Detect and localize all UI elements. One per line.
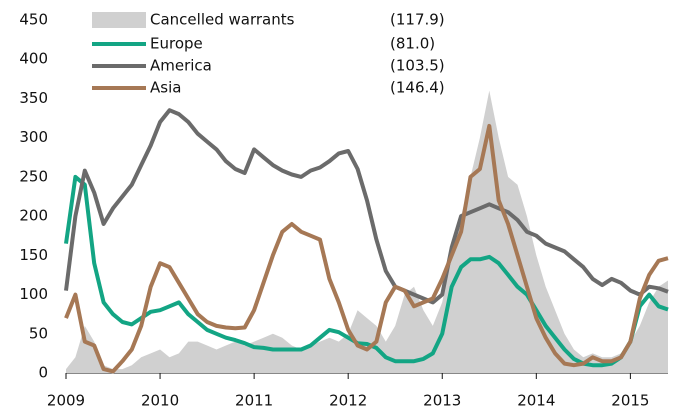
y-tick-label: 150 — [19, 246, 48, 264]
y-tick-label: 100 — [19, 285, 48, 303]
y-tick-label: 450 — [19, 11, 48, 29]
y-tick-label: 250 — [19, 167, 48, 185]
y-tick-label: 200 — [19, 207, 48, 225]
x-tick-label: 2011 — [235, 392, 273, 410]
legend-label: Cancelled warrants — [150, 11, 295, 29]
legend-value: (117.9) — [390, 11, 445, 29]
legend-value: (81.0) — [390, 35, 435, 53]
y-tick-label: 300 — [19, 128, 48, 146]
y-tick-label: 50 — [29, 324, 48, 342]
legend-value: (146.4) — [390, 79, 445, 97]
legend-swatch — [92, 12, 146, 28]
legend-label: Europe — [150, 35, 203, 53]
x-tick-label: 2012 — [329, 392, 367, 410]
x-tick-label: 2009 — [47, 392, 85, 410]
line — [64, 108, 669, 305]
legend-value: (103.5) — [390, 57, 445, 75]
area — [66, 90, 668, 373]
y-tick-label: 350 — [19, 89, 48, 107]
line — [64, 123, 669, 374]
legend-label: America — [150, 57, 212, 75]
x-tick-label: 2010 — [141, 392, 179, 410]
y-tick-label: 400 — [19, 50, 48, 68]
x-tick-label: 2014 — [517, 392, 555, 410]
line — [64, 174, 669, 368]
x-tick-label: 2015 — [611, 392, 649, 410]
y-tick-label: 0 — [38, 364, 48, 382]
x-tick-label: 2013 — [423, 392, 461, 410]
legend-label: Asia — [150, 79, 181, 97]
